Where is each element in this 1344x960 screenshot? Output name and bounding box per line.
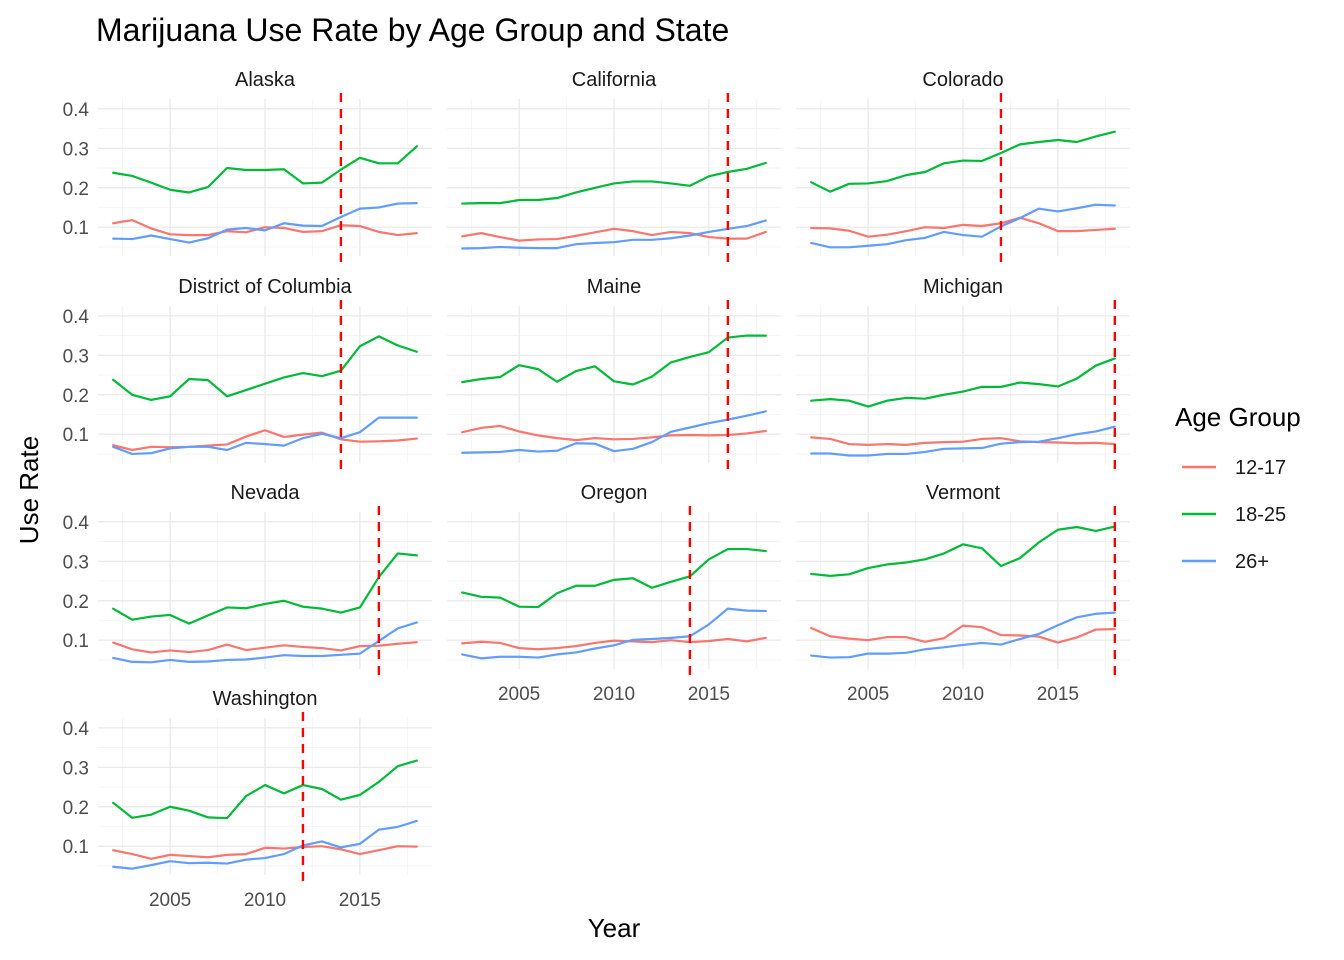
series-line-18-25 <box>112 759 418 820</box>
series-line-18-25 <box>810 130 1116 193</box>
series-line-12-17 <box>461 636 767 651</box>
panel-title: Michigan <box>923 276 1003 298</box>
series-line-12-17 <box>112 641 418 654</box>
facet-panels: Alaska 0.1 0.2 0.3 0.4 California Colorado Dist… <box>63 69 1130 911</box>
x-tick-label: 2010 <box>593 684 635 705</box>
y-tick-label: 0.4 <box>63 719 90 740</box>
series-line-12-17 <box>810 436 1116 446</box>
x-tick-label: 2005 <box>149 890 191 911</box>
y-tick-label: 0.1 <box>63 425 89 446</box>
panel-title: California <box>572 69 657 91</box>
gridlines <box>98 512 432 669</box>
y-tick-label: 0.1 <box>63 837 89 858</box>
panel-alaska: Alaska 0.1 0.2 0.3 0.4 <box>63 69 432 262</box>
series-line-26 <box>461 410 767 454</box>
panel-title: District of Columbia <box>178 276 352 298</box>
panel-michigan: Michigan <box>796 276 1130 469</box>
series-line-12-17 <box>461 424 767 442</box>
series-line-26 <box>810 611 1116 659</box>
y-tick-label: 0.4 <box>63 100 90 121</box>
legend-label: 12-17 <box>1235 457 1286 479</box>
panel-title: Alaska <box>235 69 296 91</box>
x-tick-label: 2015 <box>1037 684 1079 705</box>
y-tick-label: 0.4 <box>63 307 90 328</box>
panel-title: Colorado <box>922 69 1003 91</box>
y-tick-label: 0.3 <box>63 139 89 160</box>
y-tick-label: 0.3 <box>63 758 89 779</box>
legend-label: 26+ <box>1235 551 1269 573</box>
series-line-26 <box>461 607 767 660</box>
series-line-12-17 <box>810 216 1116 238</box>
series-line-18-25 <box>810 357 1116 408</box>
y-tick-label: 0.3 <box>63 552 89 573</box>
x-tick-label: 2010 <box>942 684 984 705</box>
x-tick-label: 2015 <box>339 890 381 911</box>
series-line-12-17 <box>112 845 418 860</box>
series-line-12-17 <box>810 624 1116 644</box>
y-tick-label: 0.2 <box>63 592 89 613</box>
y-tick-label: 0.1 <box>63 218 89 239</box>
series-line-26 <box>112 819 418 870</box>
panel-title: Nevada <box>231 482 301 504</box>
series-line-18-25 <box>112 552 418 625</box>
x-tick-label: 2010 <box>244 890 286 911</box>
series-line-12-17 <box>461 227 767 242</box>
panel-washington: Washington 0.1 0.2 0.3 0.4 2005 2010 2015 <box>63 688 432 911</box>
panel-colorado: Colorado <box>796 69 1130 262</box>
series-line-18-25 <box>461 161 767 205</box>
panel-maine: Maine <box>447 276 781 469</box>
y-axis-title: Use Rate <box>14 436 44 544</box>
series-line-18-25 <box>461 547 767 609</box>
panel-vermont: Vermont 2005 2010 2015 <box>796 482 1130 705</box>
y-tick-label: 0.2 <box>63 386 89 407</box>
series-line-18-25 <box>112 145 418 194</box>
panel-title: Washington <box>213 688 318 710</box>
gridlines <box>796 99 1130 256</box>
y-tick-label: 0.2 <box>63 179 89 200</box>
series-line-12-17 <box>112 429 418 452</box>
legend: Age Group 12-17 18-25 26+ <box>1175 402 1301 573</box>
series-line-18-25 <box>461 334 767 386</box>
series-line-18-25 <box>112 335 418 401</box>
legend-title: Age Group <box>1175 402 1301 432</box>
gridlines <box>447 99 781 256</box>
y-tick-label: 0.4 <box>63 513 90 534</box>
legend-label: 18-25 <box>1235 504 1286 526</box>
y-tick-label: 0.3 <box>63 346 89 367</box>
series-line-26 <box>112 202 418 244</box>
y-tick-label: 0.1 <box>63 631 89 652</box>
panel-title: Vermont <box>926 482 1001 504</box>
series-line-26 <box>810 203 1116 249</box>
panel-oregon: Oregon 2005 2010 2015 <box>447 482 781 705</box>
x-tick-label: 2015 <box>688 684 730 705</box>
panel-title: Maine <box>587 276 641 298</box>
x-tick-label: 2005 <box>498 684 540 705</box>
gridlines <box>98 306 432 463</box>
legend-item-18-25: 18-25 <box>1182 504 1286 526</box>
y-tick-label: 0.2 <box>63 798 89 819</box>
series-line-12-17 <box>112 219 418 237</box>
panel-district-of-columbia: District of Columbia 0.1 0.2 0.3 0.4 <box>63 276 432 469</box>
chart-title: Marijuana Use Rate by Age Group and Stat… <box>96 12 729 48</box>
panel-title: Oregon <box>581 482 648 504</box>
x-tick-label: 2005 <box>847 684 889 705</box>
gridlines <box>447 306 781 463</box>
x-axis-title: Year <box>588 913 641 943</box>
series-line-26 <box>461 219 767 250</box>
series-line-26 <box>112 621 418 664</box>
series-line-26 <box>810 425 1116 457</box>
legend-item-12-17: 12-17 <box>1182 457 1286 479</box>
legend-item-26: 26+ <box>1182 551 1269 573</box>
panel-california: California <box>447 69 781 262</box>
gridlines <box>98 718 432 875</box>
gridlines <box>796 306 1130 463</box>
panel-nevada: Nevada 0.1 0.2 0.3 0.4 <box>63 482 432 675</box>
series-line-26 <box>112 416 418 456</box>
series-line-18-25 <box>810 525 1116 578</box>
